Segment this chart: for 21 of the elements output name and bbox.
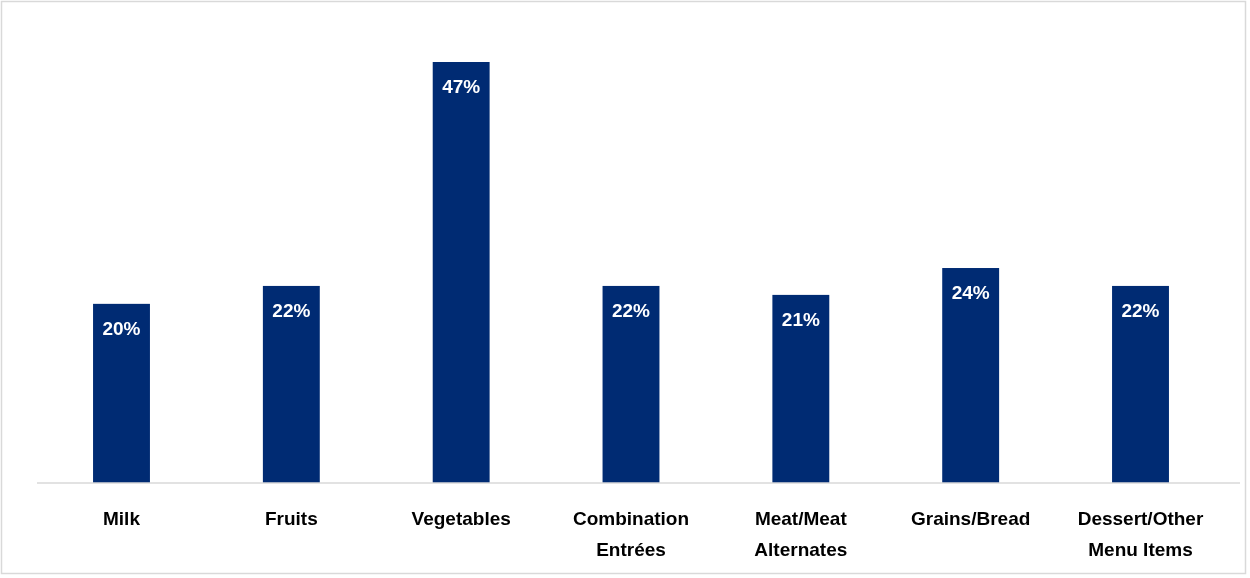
data-label: 21%: [781, 308, 820, 330]
x-tick-label: Vegetables: [411, 508, 511, 529]
bar: [262, 285, 320, 483]
x-tick-label: Milk: [103, 508, 141, 529]
x-tick-label: Combination Entrées: [572, 508, 690, 560]
data-label: 24%: [951, 282, 990, 304]
bar: [1112, 285, 1169, 483]
bar: [602, 285, 660, 483]
x-tick-label: Dessert/Other Menu Items: [1077, 508, 1204, 560]
bar: [942, 268, 1000, 483]
data-label: 22%: [1121, 299, 1160, 321]
data-label: 47%: [442, 76, 481, 97]
x-tick-label: Fruits: [264, 508, 318, 529]
x-tick-label: Grains/Bread: [911, 508, 1031, 529]
data-label: 22%: [611, 299, 651, 321]
x-tick-label: Meat/Meat Alternates: [754, 508, 848, 560]
bar: [93, 303, 150, 483]
data-label: 20%: [102, 317, 141, 339]
bar: [432, 62, 490, 483]
bar: [772, 294, 830, 483]
data-label: 22%: [272, 299, 311, 321]
